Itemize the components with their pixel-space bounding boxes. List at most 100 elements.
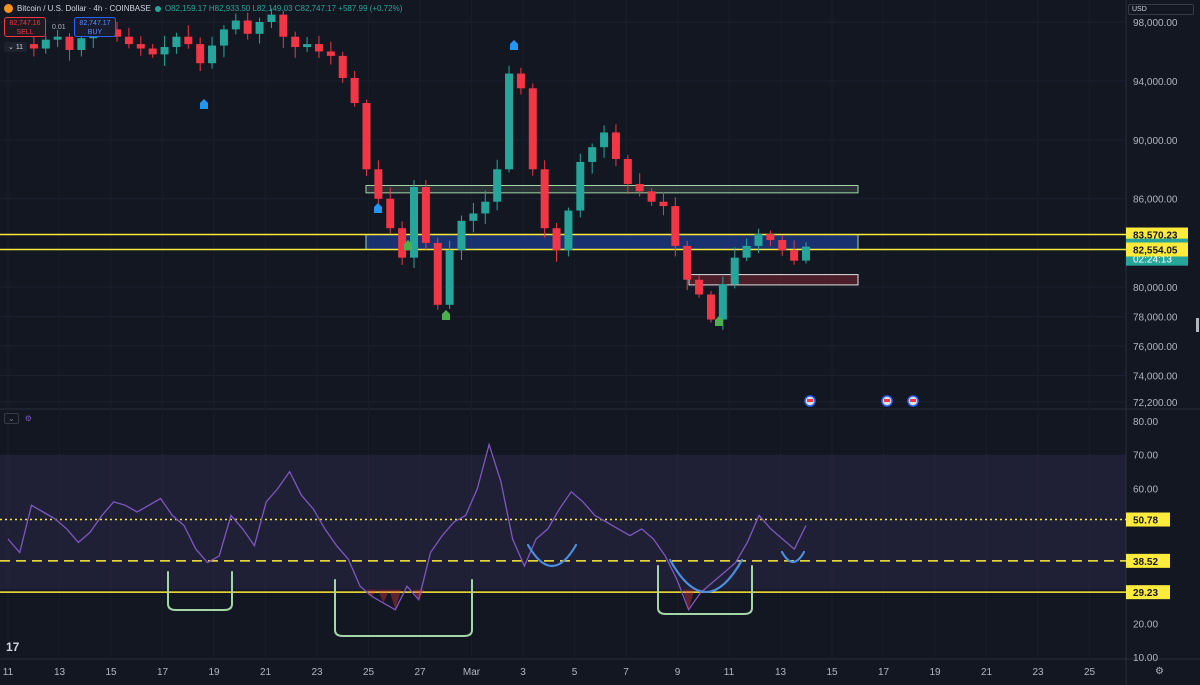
candle-body — [505, 73, 514, 170]
candle-body — [635, 184, 644, 192]
candle-body — [695, 279, 704, 295]
candle-body — [350, 77, 359, 104]
price-tick-label: 76,000.00 — [1133, 342, 1178, 353]
rsi-pane — [0, 442, 1126, 612]
candle-body — [469, 213, 478, 221]
signal-marker — [442, 310, 450, 320]
blue-arc — [668, 558, 744, 594]
candle-body — [77, 38, 86, 50]
time-tick-label: 11 — [3, 667, 14, 678]
price-label-bg — [1126, 242, 1188, 257]
time-tick-label: 19 — [208, 667, 220, 678]
rsi-level-label: 38.52 — [1133, 557, 1158, 568]
candle-body — [338, 55, 347, 78]
rsi-band — [0, 454, 1126, 590]
price-label: 82,554.05 — [1133, 245, 1178, 256]
time-tick-label: 23 — [1032, 667, 1044, 678]
symbol-title[interactable]: Bitcoin / U.S. Dollar · 4h · COINBASE — [17, 4, 151, 13]
candle-body — [421, 186, 430, 243]
candle-body — [659, 201, 668, 207]
rsi-level-label: 50.78 — [1133, 516, 1158, 527]
signal-marker — [510, 40, 518, 50]
price-tick-label: 74,000.00 — [1133, 371, 1178, 382]
candle-body — [326, 51, 335, 56]
price-tick-label: 98,000.00 — [1133, 18, 1178, 29]
price-tick-label: 94,000.00 — [1133, 77, 1178, 88]
candle-body — [291, 36, 300, 48]
candle-body — [410, 186, 418, 258]
time-tick-label: 21 — [981, 667, 993, 678]
candle-body — [243, 20, 252, 34]
rsi-level-label-bg — [1126, 585, 1170, 600]
lot-size[interactable]: ⌄ 11 — [4, 42, 28, 52]
candle-body — [314, 44, 323, 52]
candle-body — [742, 245, 751, 258]
time-tick-label: 17 — [157, 667, 169, 678]
price-tick-label: 72,200.00 — [1133, 398, 1178, 409]
indicator-settings-icon[interactable]: ⚙ — [24, 414, 32, 423]
candle-body — [730, 257, 739, 285]
time-tick-label: 21 — [260, 667, 272, 678]
zone-green — [365, 184, 859, 194]
candle-body — [267, 14, 276, 22]
annotations — [167, 40, 919, 637]
rsi-tick-label: 60.00 — [1133, 484, 1158, 495]
green-bracket — [334, 579, 473, 637]
candles — [29, 8, 810, 330]
time-tick-label: 19 — [929, 667, 941, 678]
candle-body — [124, 36, 133, 45]
blue-arc — [526, 543, 578, 567]
candle-body — [778, 239, 787, 251]
price-tick-label: 80,000.00 — [1133, 283, 1178, 294]
spread-value: 0.01 — [52, 24, 66, 31]
rsi-tick-label: 80.00 — [1133, 417, 1158, 428]
market-open-icon — [154, 5, 161, 12]
candle-body — [172, 36, 181, 48]
candle-body — [184, 36, 193, 45]
event-flag-icon — [884, 399, 890, 402]
candle-body — [398, 228, 407, 258]
price-tick-label: 78,000.00 — [1133, 313, 1178, 324]
candle-body — [540, 169, 549, 229]
buy-button[interactable]: 82,747.17 BUY — [74, 17, 116, 37]
candle-body — [623, 158, 632, 185]
green-bracket — [657, 565, 753, 615]
candle-body — [303, 44, 312, 48]
candle-body — [53, 36, 62, 40]
rsi-tick-label: 70.00 — [1133, 451, 1158, 462]
settings-icon[interactable]: ⚙ — [1155, 666, 1164, 677]
signal-marker — [200, 99, 208, 109]
currency-selector[interactable]: USD — [1128, 4, 1194, 15]
candle-body — [516, 73, 525, 89]
candle-body — [65, 36, 74, 50]
tradingview-logo-icon[interactable]: 17 — [6, 640, 20, 654]
candle-body — [706, 294, 715, 320]
candle-body — [445, 250, 454, 305]
rsi-oversold-fill — [365, 589, 707, 610]
candle-body — [564, 210, 573, 251]
time-tick-label: Mar — [463, 667, 481, 678]
candle-body — [790, 250, 799, 261]
candle-body — [766, 234, 775, 240]
green-bracket — [167, 571, 233, 611]
candle-body — [754, 234, 763, 246]
candle-body — [231, 20, 240, 30]
candle-body — [136, 44, 145, 49]
sell-button[interactable]: 82,747.16 SELL — [4, 17, 46, 37]
blue-arc — [780, 550, 806, 564]
time-tick-label: 25 — [1084, 667, 1096, 678]
candle-body — [41, 39, 50, 49]
buy-label: BUY — [87, 29, 103, 36]
time-tick-label: 17 — [878, 667, 890, 678]
candle-body — [481, 201, 490, 214]
bitcoin-icon — [4, 4, 13, 13]
candle-body — [802, 246, 810, 261]
collapse-icon[interactable]: ⌄ — [4, 413, 19, 424]
candle-body — [433, 242, 442, 305]
price-label-bg — [1126, 227, 1188, 242]
ohlc-values: O82,159.17 H82,933.50 L82,149.03 C82,747… — [164, 4, 403, 13]
candle-body — [588, 147, 597, 162]
candle-body — [386, 198, 395, 229]
